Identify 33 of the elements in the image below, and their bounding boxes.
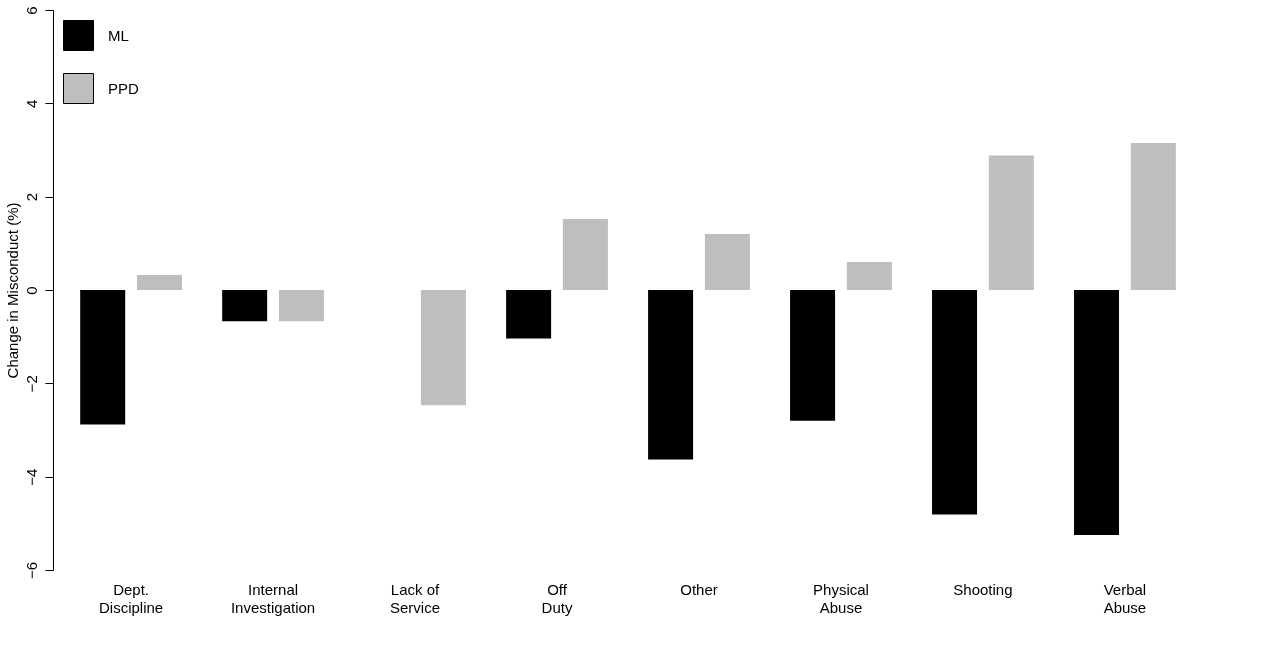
x-tick-label: Verbal Abuse <box>1103 580 1147 616</box>
bar <box>506 290 552 339</box>
bar <box>932 290 978 515</box>
bar <box>222 290 268 322</box>
bar <box>1130 143 1176 290</box>
x-tick-label: Dept. Discipline <box>98 580 164 616</box>
x-tick-label: Lack of Service <box>390 580 441 616</box>
y-axis-title: Change in Misconduct (%) <box>3 202 21 379</box>
x-tick-label: Internal Investigation <box>230 580 316 616</box>
y-tick-label: 6 <box>22 6 40 15</box>
bar <box>80 290 126 425</box>
bar <box>846 262 892 290</box>
y-tick-label: −2 <box>22 375 40 393</box>
bar <box>648 290 694 460</box>
legend-label: ML <box>108 26 129 44</box>
bar <box>562 219 608 290</box>
bar <box>278 290 324 322</box>
x-tick-label: Physical Abuse <box>813 580 869 616</box>
bar <box>790 290 836 421</box>
x-tick-label: Shooting <box>953 580 1013 598</box>
x-tick-label: Off Duty <box>541 580 573 616</box>
y-tick-label: 0 <box>22 286 40 295</box>
y-tick-label: 2 <box>22 192 40 202</box>
y-tick-label: 4 <box>22 99 40 109</box>
bar <box>136 275 182 290</box>
bar <box>420 290 466 406</box>
x-tick-label: Other <box>680 580 718 598</box>
bar <box>988 155 1034 290</box>
y-tick-label: −6 <box>22 561 40 580</box>
bar <box>1074 290 1120 535</box>
bar <box>704 234 750 290</box>
y-tick-label: −4 <box>22 468 40 486</box>
legend-label: PPD <box>108 79 140 97</box>
